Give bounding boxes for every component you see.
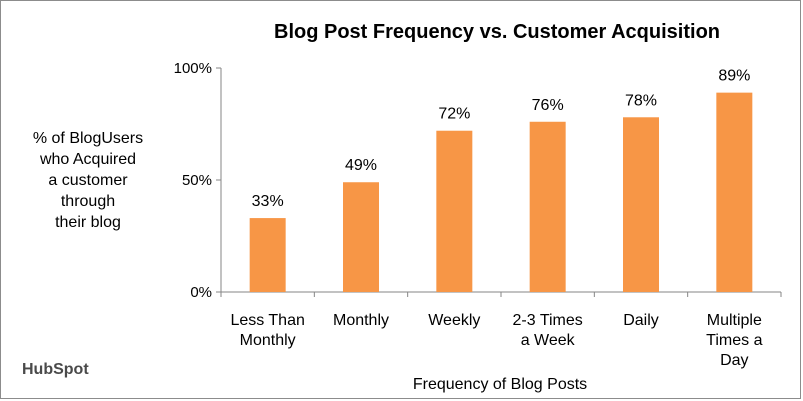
bar: [436, 130, 473, 292]
chart-title: Blog Post Frequency vs. Customer Acquisi…: [274, 21, 720, 43]
category-label: Weekly: [428, 312, 480, 329]
data-label: 49%: [345, 157, 377, 174]
data-label: 76%: [532, 97, 564, 114]
data-labels: 33% 49% 72% 76% 78% 89%: [252, 68, 751, 210]
bar: [249, 218, 286, 292]
y-axis-label-line: through: [61, 193, 115, 210]
category-label: Monthly: [333, 312, 389, 329]
category-labels: Less Than Monthly Monthly Weekly 2-3 Times a …: [230, 312, 762, 369]
bar: [529, 121, 566, 292]
hubspot-logo: HubSpot: [22, 361, 89, 378]
data-label: 78%: [625, 92, 657, 109]
category-label: 2-3 Times: [513, 312, 583, 329]
category-label: Monthly: [240, 332, 296, 349]
y-tick-label: 50%: [182, 172, 212, 189]
x-axis-ticks: [220, 292, 782, 297]
category-label: Daily: [623, 312, 659, 329]
y-axis-label-line: % of BlogUsers: [33, 130, 143, 147]
data-label: 89%: [718, 68, 750, 85]
y-axis-label-line: a customer: [48, 172, 128, 189]
category-label: Less Than: [230, 312, 304, 329]
data-label: 33%: [252, 193, 284, 210]
y-axis-ticks: 0% 50% 100%: [174, 60, 221, 301]
category-label: Times a: [706, 332, 762, 349]
hubspot-logo-text: HubSpot: [22, 361, 89, 378]
bar: [623, 117, 659, 292]
bar: [343, 182, 379, 292]
bars: [249, 92, 753, 292]
x-axis-label: Frequency of Blog Posts: [413, 376, 587, 393]
y-tick-label: 100%: [174, 60, 212, 77]
category-label: Day: [720, 352, 748, 369]
data-label: 72%: [438, 106, 470, 123]
y-axis-label: % of BlogUsers who Acquired a customer thro…: [33, 130, 143, 231]
y-axis-label-line: their blog: [55, 214, 121, 231]
y-axis-label-line: who Acquired: [39, 151, 136, 168]
bar: [716, 92, 753, 292]
category-label: a Week: [521, 332, 576, 349]
y-tick-label: 0%: [190, 284, 212, 301]
category-label: Multiple: [707, 312, 762, 329]
